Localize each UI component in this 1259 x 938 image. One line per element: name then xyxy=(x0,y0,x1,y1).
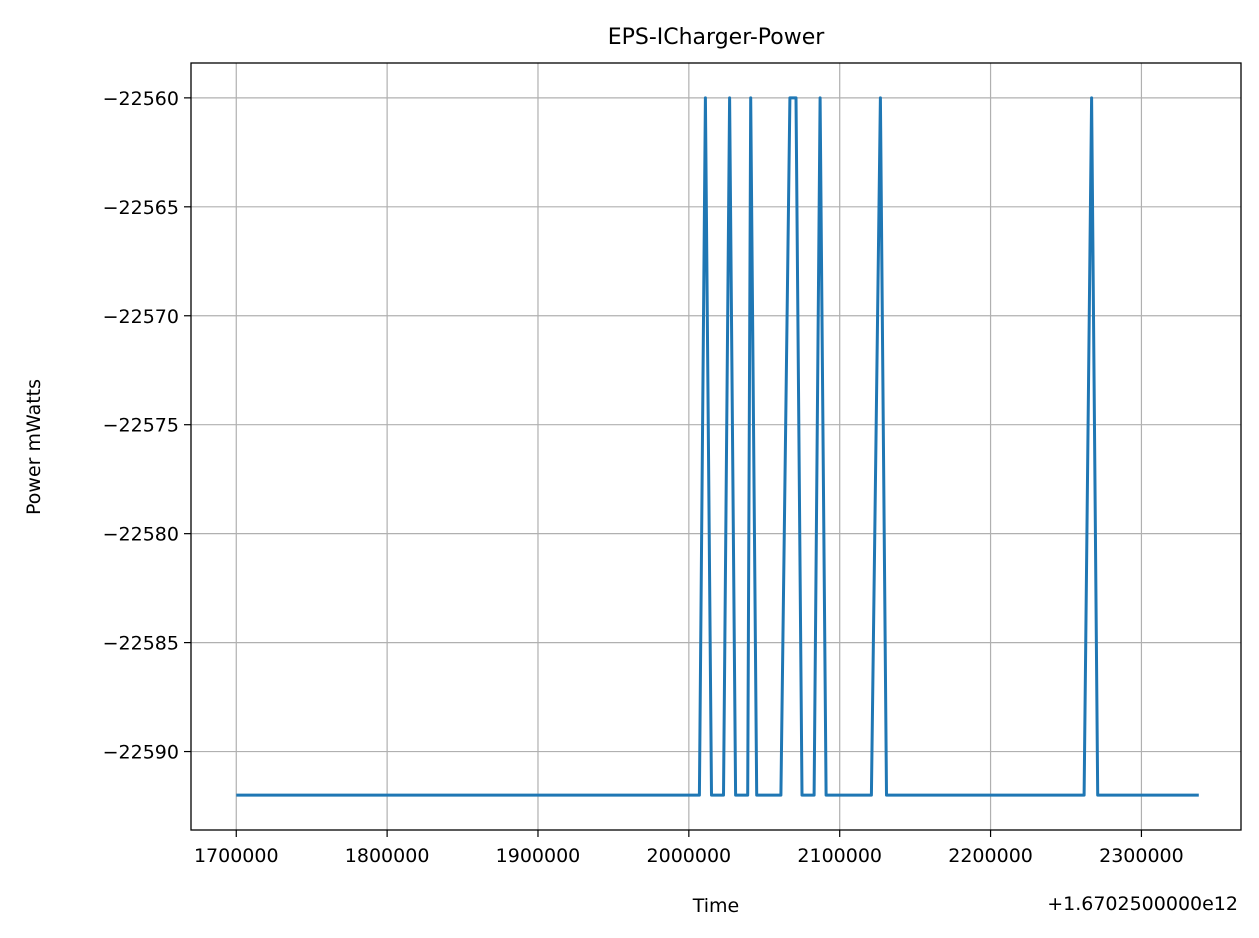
y-tick-label: −22570 xyxy=(103,306,179,328)
x-tick-label: 2100000 xyxy=(797,845,882,867)
series-group xyxy=(236,96,1199,797)
x-tick-label: 2300000 xyxy=(1099,845,1184,867)
x-offset-label: +1.6702500000e12 xyxy=(1047,893,1238,915)
plot-frame xyxy=(190,62,1242,831)
x-axis: 1700000 1800000 1900000 2000000 2100000 22000… xyxy=(194,830,1184,867)
x-axis-label: Time xyxy=(692,895,740,917)
chart-title: EPS-ICharger-Power xyxy=(608,25,826,50)
grid-lines xyxy=(191,63,1241,830)
y-axis: −22560 −22565 −22570 −22575 −22580 −22585 −225… xyxy=(103,88,191,764)
y-tick-label: −22590 xyxy=(103,742,179,764)
y-axis-label: Power mWatts xyxy=(23,379,45,515)
y-tick-label: −22560 xyxy=(103,88,179,110)
series-line-0 xyxy=(236,96,1199,797)
x-tick-label: 1800000 xyxy=(345,845,430,867)
x-tick-label: 1900000 xyxy=(496,845,581,867)
y-tick-label: −22575 xyxy=(103,415,179,437)
x-tick-label: 1700000 xyxy=(194,845,279,867)
y-tick-label: −22585 xyxy=(103,633,179,655)
y-tick-label: −22565 xyxy=(103,197,179,219)
x-tick-label: 2200000 xyxy=(948,845,1033,867)
x-tick-label: 2000000 xyxy=(647,845,732,867)
y-tick-label: −22580 xyxy=(103,524,179,546)
